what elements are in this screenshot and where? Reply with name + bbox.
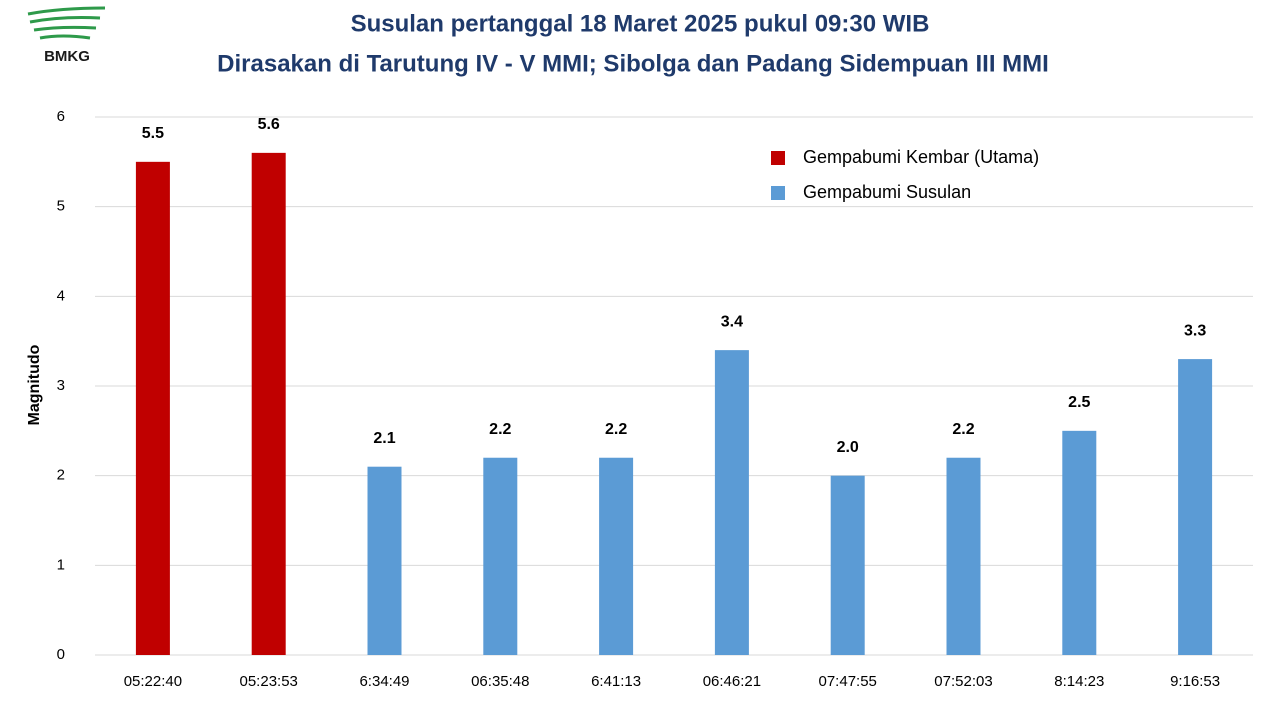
- bar: [830, 475, 865, 655]
- y-tick-label: 1: [57, 556, 65, 573]
- bar: [946, 457, 981, 655]
- data-label: 5.6: [258, 116, 280, 133]
- bar: [367, 466, 402, 655]
- data-label: 5.5: [142, 125, 164, 142]
- legend-label: Gempabumi Kembar (Utama): [803, 147, 1039, 167]
- x-tick-label: 8:14:23: [1054, 673, 1104, 690]
- data-label: 2.5: [1068, 394, 1090, 411]
- x-tick-label: 06:46:21: [703, 673, 761, 690]
- bar: [1178, 359, 1213, 655]
- legend-swatch: [771, 151, 785, 165]
- chart-subtitle: Dirasakan di Tarutung IV - V MMI; Sibolg…: [217, 50, 1049, 77]
- data-label: 2.0: [837, 439, 859, 456]
- y-tick-label: 6: [57, 108, 65, 125]
- x-tick-label: 06:35:48: [471, 673, 529, 690]
- x-tick-label: 6:34:49: [359, 673, 409, 690]
- bar: [251, 152, 286, 655]
- logo: BMKG: [27, 6, 106, 65]
- bar: [599, 457, 634, 655]
- x-tick-label: 07:52:03: [934, 673, 992, 690]
- x-tick-label: 07:47:55: [819, 673, 877, 690]
- data-label: 3.4: [721, 313, 743, 330]
- legend-swatch: [771, 186, 785, 200]
- bar: [483, 457, 518, 655]
- y-tick-label: 2: [57, 467, 65, 484]
- logo-text: BMKG: [44, 48, 90, 65]
- data-label: 3.3: [1184, 322, 1206, 339]
- y-axis-title: Magnitudo: [26, 344, 43, 425]
- bar: [135, 161, 170, 656]
- y-tick-label: 4: [57, 287, 65, 304]
- bar: [714, 350, 749, 655]
- bar: [1062, 430, 1097, 655]
- legend-label: Gempabumi Susulan: [803, 182, 971, 202]
- data-label: 2.2: [952, 421, 974, 438]
- y-tick-label: 0: [57, 646, 65, 663]
- x-tick-label: 6:41:13: [591, 673, 641, 690]
- chart-title: Susulan pertanggal 18 Maret 2025 pukul 0…: [351, 10, 930, 37]
- y-tick-label: 3: [57, 377, 65, 394]
- y-tick-label: 5: [57, 198, 65, 215]
- data-label: 2.2: [489, 421, 511, 438]
- x-tick-label: 05:22:40: [124, 673, 182, 690]
- x-tick-label: 05:23:53: [240, 673, 298, 690]
- x-tick-label: 9:16:53: [1170, 673, 1220, 690]
- data-label: 2.1: [373, 430, 395, 447]
- data-label: 2.2: [605, 421, 627, 438]
